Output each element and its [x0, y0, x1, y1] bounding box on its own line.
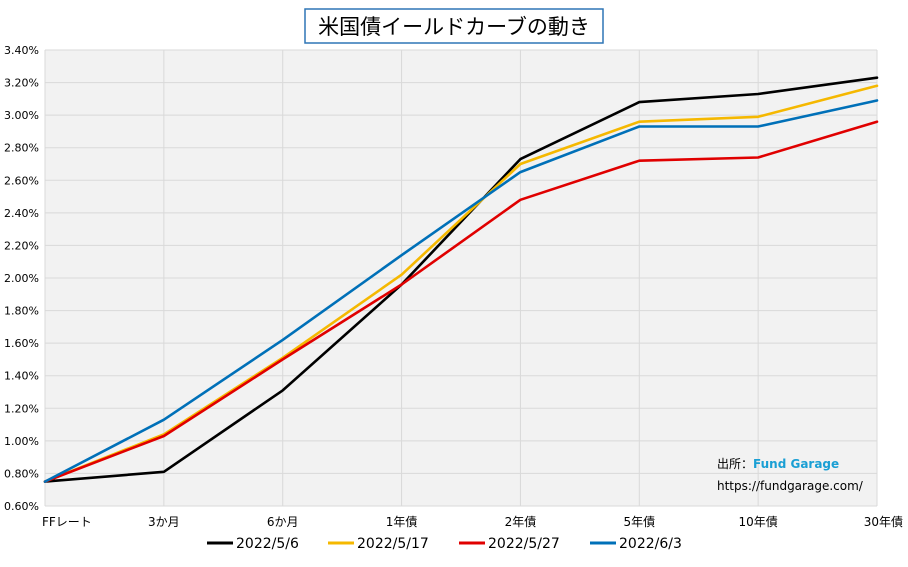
y-tick-label: 3.40% [4, 44, 39, 57]
source-label: 出所： [717, 457, 753, 471]
x-tick-label: 3か月 [148, 515, 180, 529]
y-axis-tick-labels: 0.60% 0.80% 1.00% 1.20% 1.40% 1.60% 1.80% 2.00%… [4, 44, 39, 513]
source-annotation: 出所：Fund Garage https://fundgarage.com/ [717, 457, 864, 493]
series-line [43, 84, 879, 483]
x-tick-label: 2年債 [505, 514, 537, 529]
series-line [43, 99, 879, 483]
y-tick-label: 0.60% [4, 500, 39, 513]
legend-entry: 2022/5/6 [236, 536, 299, 552]
legend-entry: 2022/5/27 [488, 536, 560, 552]
y-tick-label: 2.80% [4, 142, 39, 155]
source-name: Fund Garage [753, 457, 839, 471]
y-tick-label: 0.80% [4, 467, 39, 480]
legend: 2022/5/6 2022/5/17 2022/5/27 2022/6/3 [207, 536, 682, 552]
series-line [43, 76, 879, 483]
legend-entry: 2022/5/17 [357, 536, 429, 552]
chart-title-box: 米国債イールドカーブの動き [304, 8, 604, 44]
y-tick-label: 3.00% [4, 109, 39, 122]
x-tick-label: 5年債 [623, 514, 655, 529]
x-tick-label: 1年債 [386, 514, 418, 529]
chart-title-frame [304, 8, 604, 44]
y-tick-label: 3.20% [4, 77, 39, 90]
x-tick-label: 6か月 [267, 515, 299, 529]
y-tick-label: 2.40% [4, 207, 39, 220]
source-url[interactable]: https://fundgarage.com/ [717, 479, 864, 493]
x-tick-label: 10年債 [739, 514, 778, 529]
gridlines [44, 49, 878, 507]
x-tick-label: 30年債 [864, 514, 903, 529]
series-line [43, 120, 879, 483]
y-tick-label: 2.20% [4, 239, 39, 252]
svg-text:出所：Fund Garage: 出所：Fund Garage [717, 457, 839, 471]
x-tick-label: FFレート [42, 515, 92, 529]
series-lines [43, 76, 879, 483]
y-tick-label: 1.80% [4, 305, 39, 318]
y-tick-label: 2.00% [4, 272, 39, 285]
legend-entry: 2022/6/3 [619, 536, 682, 552]
y-tick-label: 1.00% [4, 435, 39, 448]
chart-title: 米国債イールドカーブの動き [318, 15, 590, 39]
x-axis-tick-labels: FFレート 3か月 6か月 1年債 2年債 5年債 10年債 30年債 [42, 514, 903, 529]
y-tick-label: 1.60% [4, 337, 39, 350]
y-tick-label: 1.20% [4, 402, 39, 415]
y-tick-label: 1.40% [4, 370, 39, 383]
y-tick-label: 2.60% [4, 174, 39, 187]
